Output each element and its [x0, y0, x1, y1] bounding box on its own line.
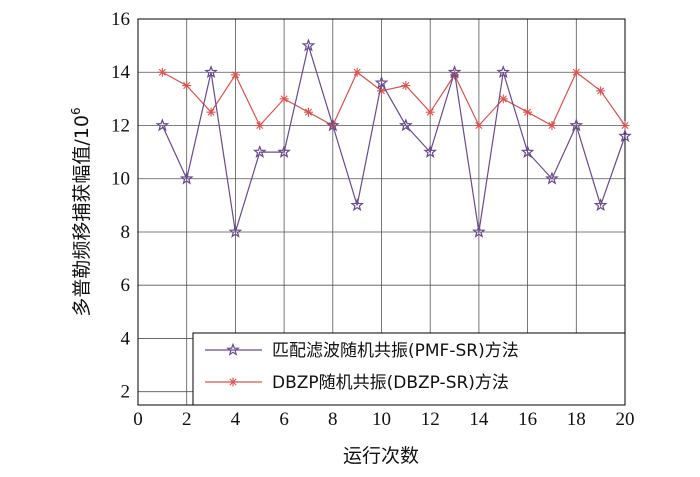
series-1-point — [303, 107, 313, 117]
series-0-point — [252, 144, 267, 158]
series-1-point — [620, 120, 630, 130]
series-1-point — [596, 86, 606, 96]
series-1-point — [474, 120, 484, 130]
series-1-point — [523, 107, 533, 117]
series-1-point — [182, 81, 192, 91]
series-0-point — [569, 118, 584, 132]
y-tick-label: 12 — [111, 115, 130, 136]
series-0-point — [593, 198, 608, 212]
legend-label-dbzp: DBZP随机共振(DBZP-SR)方法 — [272, 373, 509, 393]
x-tick-label: 12 — [421, 409, 440, 430]
series-0-point — [325, 118, 340, 132]
series-0-point — [618, 128, 632, 142]
series-1-point — [206, 107, 216, 117]
legend-marker-1-shape — [228, 377, 238, 387]
series-0 — [155, 38, 632, 238]
series-0-point — [179, 171, 194, 185]
y-tick-label: 2 — [121, 382, 131, 403]
series-line-1 — [162, 71, 626, 127]
y-axis-title: 多普勒频移捕获幅值/106 — [69, 107, 93, 316]
y-tick-label: 10 — [111, 169, 130, 190]
series-line-0 — [161, 43, 626, 233]
x-tick-label: 2 — [182, 409, 192, 430]
series-0-point — [545, 171, 559, 185]
series-1-point — [401, 81, 411, 91]
y-axis-title-text: 多普勒频移捕获幅值/10 — [71, 115, 93, 317]
series-0-point — [204, 65, 218, 79]
series-0-point — [374, 75, 389, 89]
series-0-point — [155, 118, 170, 132]
series-1-point — [547, 120, 557, 130]
series-1-point — [230, 70, 240, 80]
y-tick-label: 8 — [121, 222, 131, 243]
y-tick-label: 14 — [111, 62, 131, 83]
series-1-point — [425, 107, 435, 117]
series-1-point — [255, 120, 265, 130]
series-0-point — [398, 118, 413, 132]
series-0-point — [277, 144, 291, 158]
series-0-point — [301, 38, 316, 52]
series-0-point — [520, 144, 535, 158]
series-0-point — [472, 224, 486, 238]
x-tick-label: 16 — [518, 409, 537, 430]
series-1-point — [157, 67, 167, 77]
series-0-point — [350, 198, 365, 212]
x-tick-label: 18 — [567, 409, 586, 430]
y-axis-title-exponent: 6 — [69, 107, 83, 115]
x-tick-label: 0 — [133, 409, 143, 430]
legend: 匹配滤波随机共振(PMF-SR)方法 DBZP随机共振(DBZP-SR)方法 — [192, 332, 626, 406]
series-0-point — [496, 65, 511, 79]
series-1-point — [498, 94, 508, 104]
x-axis-title: 运行次数 — [343, 445, 419, 467]
series-1-point — [352, 67, 362, 77]
series-0-point — [423, 144, 438, 158]
legend-marker-pmf — [226, 342, 240, 356]
x-tick-label: 14 — [469, 409, 489, 430]
x-tick-label: 6 — [279, 409, 289, 430]
x-tick-label: 20 — [616, 409, 635, 430]
series-1-point — [279, 94, 289, 104]
series-1 — [157, 67, 630, 130]
x-tick-label: 8 — [328, 409, 338, 430]
series-0-point — [447, 65, 462, 79]
legend-marker-dbzp — [228, 377, 238, 387]
x-tick-label: 4 — [231, 409, 241, 430]
legend-box — [192, 332, 626, 406]
series-0-point — [228, 224, 243, 238]
legend-label-pmf: 匹配滤波随机共振(PMF-SR)方法 — [272, 341, 519, 361]
series-layer — [155, 38, 632, 238]
y-tick-label: 6 — [121, 275, 131, 296]
x-tick-label: 10 — [372, 409, 391, 430]
y-tick-label: 4 — [121, 328, 131, 349]
series-1-point — [571, 67, 581, 77]
legend-marker-0-shape — [226, 342, 240, 356]
y-tick-label: 16 — [111, 9, 130, 30]
